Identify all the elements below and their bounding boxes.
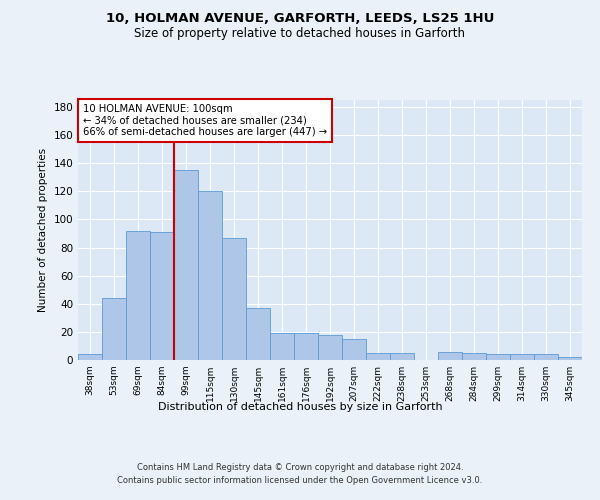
Bar	[342, 339, 366, 360]
Bar	[390, 353, 414, 360]
Text: Distribution of detached houses by size in Garforth: Distribution of detached houses by size …	[158, 402, 442, 412]
Bar	[222, 238, 246, 360]
Bar	[294, 334, 318, 360]
Bar	[486, 354, 510, 360]
Y-axis label: Number of detached properties: Number of detached properties	[38, 148, 48, 312]
Bar	[150, 232, 174, 360]
Bar	[558, 357, 582, 360]
Bar	[246, 308, 270, 360]
Bar	[78, 354, 102, 360]
Bar	[534, 354, 558, 360]
Bar	[366, 353, 390, 360]
Bar	[102, 298, 126, 360]
Bar	[318, 334, 342, 360]
Text: 10, HOLMAN AVENUE, GARFORTH, LEEDS, LS25 1HU: 10, HOLMAN AVENUE, GARFORTH, LEEDS, LS25…	[106, 12, 494, 26]
Bar	[198, 192, 222, 360]
Text: 10 HOLMAN AVENUE: 100sqm
← 34% of detached houses are smaller (234)
66% of semi-: 10 HOLMAN AVENUE: 100sqm ← 34% of detach…	[83, 104, 327, 137]
Text: Contains public sector information licensed under the Open Government Licence v3: Contains public sector information licen…	[118, 476, 482, 485]
Bar	[270, 334, 294, 360]
Bar	[462, 353, 486, 360]
Bar	[174, 170, 198, 360]
Bar	[510, 354, 534, 360]
Text: Size of property relative to detached houses in Garforth: Size of property relative to detached ho…	[134, 28, 466, 40]
Bar	[438, 352, 462, 360]
Bar	[126, 230, 150, 360]
Text: Contains HM Land Registry data © Crown copyright and database right 2024.: Contains HM Land Registry data © Crown c…	[137, 462, 463, 471]
